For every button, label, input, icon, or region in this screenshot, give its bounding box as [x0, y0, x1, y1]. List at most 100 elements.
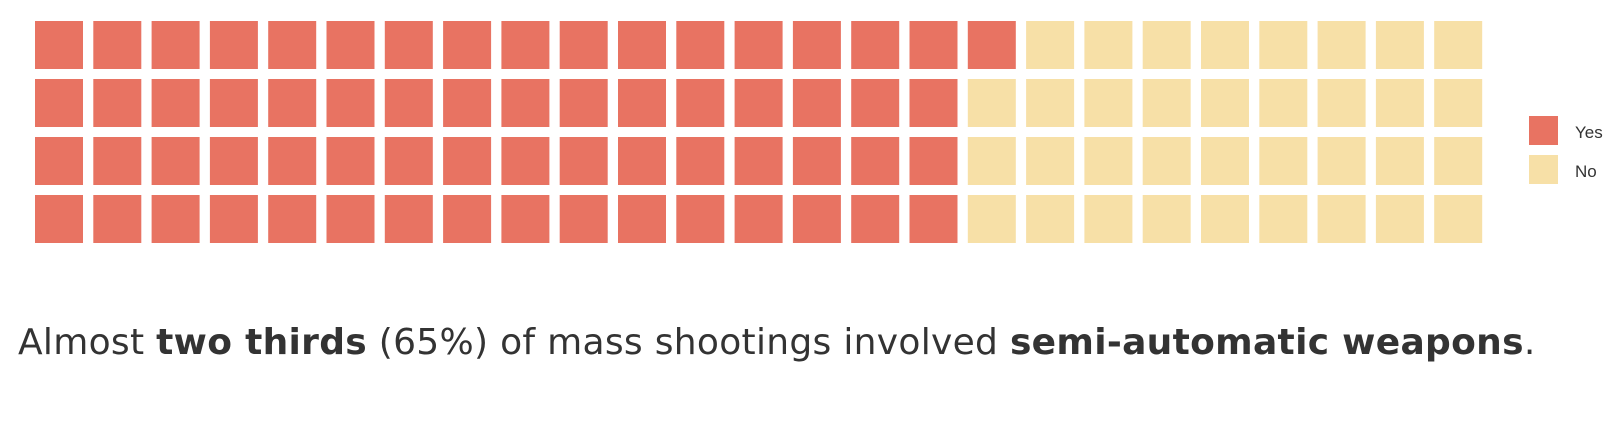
waffle-cell-yes: [151, 21, 200, 69]
waffle-cell-no: [1026, 137, 1075, 185]
caption-bold-2: semi-automatic weapons: [1009, 322, 1524, 363]
waffle-cell-yes: [384, 21, 433, 69]
waffle-cell-yes: [93, 137, 142, 185]
waffle-cell-no: [1375, 79, 1424, 127]
waffle-cell-no: [1434, 137, 1483, 185]
waffle-cell-yes: [851, 79, 900, 127]
waffle-cell-yes: [326, 21, 375, 69]
waffle-cell-yes: [967, 21, 1016, 69]
waffle-cell-no: [1084, 195, 1133, 243]
waffle-cell-yes: [792, 21, 841, 69]
waffle-cell-yes: [501, 21, 550, 69]
waffle-cell-no: [1259, 21, 1308, 69]
waffle-cell-yes: [93, 195, 142, 243]
caption-text-2: (65%) of mass shootings involved: [367, 322, 1010, 363]
waffle-cell-yes: [35, 195, 83, 243]
waffle-cell-yes: [384, 79, 433, 127]
waffle-chart: Yes No: [35, 21, 1603, 243]
waffle-cell-no: [1434, 195, 1483, 243]
waffle-cell-yes: [209, 137, 258, 185]
waffle-cell-no: [1084, 79, 1133, 127]
waffle-cell-yes: [268, 79, 317, 127]
waffle-cell-no: [1317, 137, 1366, 185]
waffle-cell-yes: [909, 137, 958, 185]
waffle-cell-yes: [559, 79, 608, 127]
waffle-cell-yes: [151, 79, 200, 127]
waffle-cell-yes: [384, 137, 433, 185]
waffle-cell-yes: [676, 137, 725, 185]
waffle-cell-yes: [209, 195, 258, 243]
caption-text-1: Almost: [18, 322, 157, 363]
waffle-cell-yes: [443, 21, 492, 69]
waffle-cell-no: [1317, 21, 1366, 69]
caption-bold-1: two thirds: [156, 322, 368, 363]
waffle-cell-no: [1026, 195, 1075, 243]
chart-caption: Almost two thirds (65%) of mass shooting…: [18, 315, 1578, 371]
waffle-cell-yes: [792, 79, 841, 127]
waffle-cell-yes: [443, 137, 492, 185]
waffle-cell-yes: [909, 79, 958, 127]
waffle-cell-no: [1259, 137, 1308, 185]
waffle-cell-yes: [501, 79, 550, 127]
waffle-cell-yes: [35, 21, 83, 69]
waffle-cell-no: [1317, 195, 1366, 243]
waffle-cell-yes: [909, 21, 958, 69]
waffle-cell-yes: [443, 79, 492, 127]
waffle-cell-no: [1084, 21, 1133, 69]
waffle-cell-no: [1142, 79, 1191, 127]
waffle-cell-yes: [268, 195, 317, 243]
legend: Yes No: [1529, 116, 1603, 184]
waffle-cell-yes: [792, 137, 841, 185]
waffle-cell-yes: [326, 79, 375, 127]
waffle-cell-no: [967, 195, 1016, 243]
waffle-cell-yes: [268, 137, 317, 185]
waffle-cell-no: [1259, 195, 1308, 243]
waffle-cell-yes: [734, 21, 783, 69]
waffle-cell-no: [1142, 195, 1191, 243]
waffle-cell-yes: [559, 137, 608, 185]
waffle-cell-yes: [734, 137, 783, 185]
waffle-cell-no: [1259, 79, 1308, 127]
waffle-cell-yes: [93, 21, 142, 69]
waffle-cell-yes: [35, 137, 83, 185]
waffle-cell-yes: [209, 79, 258, 127]
waffle-cell-yes: [618, 21, 666, 69]
legend-label-no: No: [1575, 162, 1597, 181]
legend-swatch-no: [1529, 155, 1558, 184]
waffle-cell-yes: [93, 79, 142, 127]
waffle-cell-yes: [618, 195, 666, 243]
waffle-cell-yes: [501, 195, 550, 243]
waffle-cell-no: [1434, 21, 1483, 69]
legend-swatch-yes: [1529, 116, 1558, 145]
waffle-cell-yes: [35, 79, 83, 127]
waffle-cell-no: [1375, 195, 1424, 243]
waffle-cell-no: [1026, 21, 1075, 69]
legend-label-yes: Yes: [1575, 123, 1603, 142]
waffle-grid: [35, 21, 1483, 243]
waffle-cell-no: [1142, 137, 1191, 185]
waffle-cell-no: [1201, 195, 1249, 243]
waffle-cell-yes: [676, 195, 725, 243]
waffle-cell-no: [967, 79, 1016, 127]
waffle-cell-yes: [501, 137, 550, 185]
waffle-cell-yes: [734, 195, 783, 243]
waffle-cell-yes: [851, 21, 900, 69]
waffle-cell-yes: [151, 195, 200, 243]
waffle-cell-yes: [268, 21, 317, 69]
waffle-cell-yes: [792, 195, 841, 243]
waffle-cell-no: [967, 137, 1016, 185]
waffle-cell-yes: [734, 79, 783, 127]
waffle-cell-yes: [618, 79, 666, 127]
waffle-cell-no: [1317, 79, 1366, 127]
waffle-cell-yes: [676, 21, 725, 69]
waffle-cell-yes: [909, 195, 958, 243]
waffle-cell-yes: [326, 137, 375, 185]
waffle-cell-no: [1375, 21, 1424, 69]
waffle-cell-no: [1375, 137, 1424, 185]
waffle-cell-yes: [326, 195, 375, 243]
waffle-cell-yes: [443, 195, 492, 243]
waffle-cell-yes: [851, 195, 900, 243]
waffle-cell-no: [1026, 79, 1075, 127]
waffle-cell-yes: [676, 79, 725, 127]
waffle-cell-yes: [384, 195, 433, 243]
